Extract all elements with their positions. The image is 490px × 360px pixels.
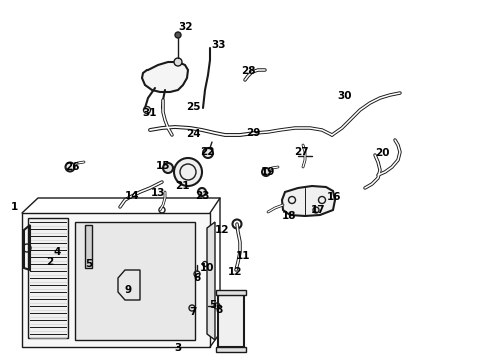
Polygon shape bbox=[218, 295, 244, 347]
Text: 25: 25 bbox=[186, 102, 200, 112]
Text: 1: 1 bbox=[10, 202, 18, 212]
Circle shape bbox=[262, 168, 270, 176]
Text: 24: 24 bbox=[186, 129, 200, 139]
Text: 14: 14 bbox=[124, 191, 139, 201]
Circle shape bbox=[313, 207, 319, 213]
Text: 12: 12 bbox=[215, 225, 229, 235]
Circle shape bbox=[163, 163, 173, 173]
Circle shape bbox=[174, 58, 182, 66]
Text: 3: 3 bbox=[174, 343, 182, 353]
Text: 26: 26 bbox=[65, 162, 79, 172]
Text: 5: 5 bbox=[209, 300, 217, 310]
Text: 29: 29 bbox=[246, 128, 260, 138]
Text: 6: 6 bbox=[194, 273, 200, 283]
Text: 11: 11 bbox=[236, 251, 250, 261]
Polygon shape bbox=[216, 347, 246, 352]
Text: 21: 21 bbox=[175, 181, 189, 191]
Text: 8: 8 bbox=[216, 305, 222, 315]
Text: 7: 7 bbox=[189, 307, 196, 317]
Circle shape bbox=[66, 162, 74, 171]
Text: 15: 15 bbox=[156, 161, 170, 171]
Text: 19: 19 bbox=[261, 167, 275, 177]
Text: 27: 27 bbox=[294, 147, 308, 157]
Text: 31: 31 bbox=[143, 108, 157, 118]
Polygon shape bbox=[282, 186, 335, 216]
Text: 20: 20 bbox=[375, 148, 389, 158]
Text: 33: 33 bbox=[212, 40, 226, 50]
Text: 5: 5 bbox=[85, 259, 93, 269]
Circle shape bbox=[198, 188, 206, 196]
Polygon shape bbox=[216, 290, 246, 295]
Polygon shape bbox=[85, 225, 92, 268]
Text: 12: 12 bbox=[228, 267, 242, 277]
Polygon shape bbox=[28, 218, 68, 338]
Text: 10: 10 bbox=[200, 263, 214, 273]
Text: 22: 22 bbox=[200, 147, 214, 157]
Polygon shape bbox=[118, 270, 140, 300]
Polygon shape bbox=[22, 213, 210, 347]
Polygon shape bbox=[75, 222, 195, 340]
Polygon shape bbox=[142, 62, 188, 92]
Text: 18: 18 bbox=[282, 211, 296, 221]
Text: 17: 17 bbox=[311, 205, 325, 215]
Text: 32: 32 bbox=[179, 22, 193, 32]
Text: 23: 23 bbox=[195, 191, 209, 201]
Polygon shape bbox=[207, 222, 215, 340]
Circle shape bbox=[203, 148, 213, 158]
Circle shape bbox=[175, 32, 181, 38]
Text: 2: 2 bbox=[47, 257, 53, 267]
Text: 13: 13 bbox=[151, 188, 165, 198]
Text: 30: 30 bbox=[338, 91, 352, 101]
Text: 4: 4 bbox=[53, 247, 61, 257]
Text: 16: 16 bbox=[327, 192, 341, 202]
Text: 9: 9 bbox=[124, 285, 131, 295]
Text: 28: 28 bbox=[241, 66, 255, 76]
Circle shape bbox=[174, 158, 202, 186]
